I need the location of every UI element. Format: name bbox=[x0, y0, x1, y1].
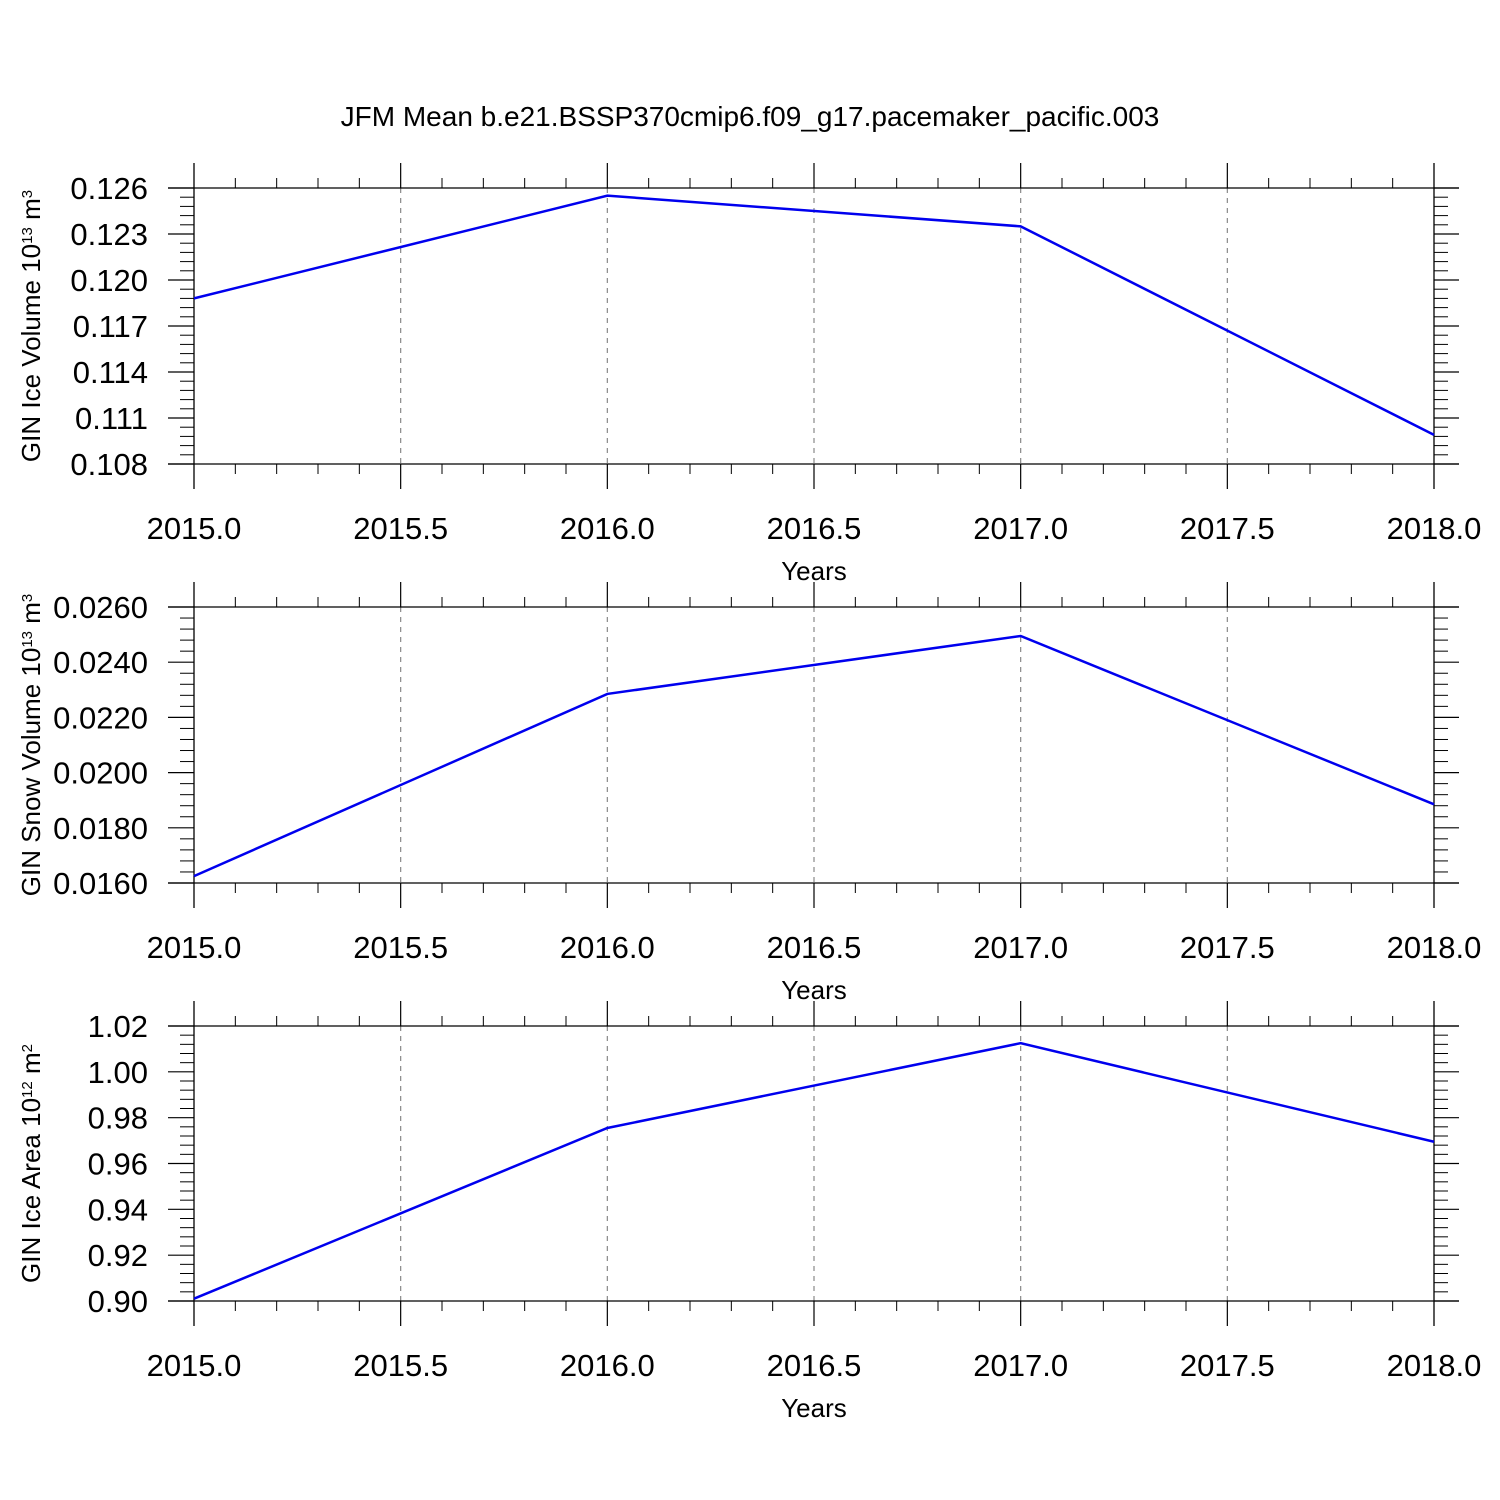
y-tick-label: 0.123 bbox=[70, 217, 148, 252]
y-tick-label: 0.0260 bbox=[53, 590, 148, 625]
y-axis-label-superscript: 3 bbox=[19, 190, 36, 198]
x-tick-label: 2015.5 bbox=[353, 511, 448, 546]
y-tick-label: 0.90 bbox=[88, 1284, 148, 1319]
x-tick-label: 2016.5 bbox=[767, 511, 862, 546]
y-tick-label: 0.98 bbox=[88, 1101, 148, 1136]
y-tick-label: 0.120 bbox=[70, 263, 148, 298]
y-axis-label-superscript: 13 bbox=[19, 631, 36, 648]
y-tick-label: 0.117 bbox=[73, 309, 148, 344]
x-axis-label: Years bbox=[781, 1393, 847, 1423]
x-axis-label: Years bbox=[781, 556, 847, 586]
y-tick-label: 0.0240 bbox=[53, 645, 148, 680]
x-tick-label: 2015.0 bbox=[147, 511, 242, 546]
y-axis-label-superscript: 2 bbox=[19, 1044, 36, 1052]
x-tick-label: 2015.5 bbox=[353, 1348, 448, 1383]
y-tick-label: 0.92 bbox=[88, 1238, 148, 1273]
y-axis-label-text: GIN Ice Area 10 bbox=[16, 1098, 46, 1283]
figure-title: JFM Mean b.e21.BSSP370cmip6.f09_g17.pace… bbox=[341, 101, 1160, 132]
x-axis-label: Years bbox=[781, 975, 847, 1005]
y-tick-label: 0.114 bbox=[73, 355, 148, 390]
y-tick-label: 0.94 bbox=[88, 1192, 148, 1227]
y-axis-label-superscript: 3 bbox=[19, 594, 36, 602]
x-tick-label: 2016.0 bbox=[560, 930, 655, 965]
y-tick-label: 0.0200 bbox=[53, 756, 148, 791]
x-tick-label: 2018.0 bbox=[1387, 511, 1482, 546]
y-axis-label-superscript: 12 bbox=[19, 1081, 36, 1098]
x-tick-label: 2017.0 bbox=[973, 1348, 1068, 1383]
y-axis-label-text: GIN Snow Volume 10 bbox=[16, 648, 46, 897]
y-axis-label: GIN Ice Volume 1013 m3 bbox=[16, 190, 46, 462]
x-tick-label: 2016.5 bbox=[767, 930, 862, 965]
chart-panel-3: 0.90 0.92 0.94 0.96 0.98 1.00 1.02 2015.0 2015.5… bbox=[16, 1001, 1481, 1423]
x-tick-label: 2017.0 bbox=[973, 930, 1068, 965]
y-axis-label-text: GIN Ice Volume 10 bbox=[16, 244, 46, 462]
x-tick-label: 2017.0 bbox=[973, 511, 1068, 546]
chart-panel-1: 0.108 0.111 0.114 0.117 0.120 0.123 0.126 2015.… bbox=[16, 163, 1481, 586]
y-tick-label: 0.111 bbox=[75, 401, 148, 436]
x-tick-label: 2017.5 bbox=[1180, 930, 1275, 965]
y-axis-label-superscript: 13 bbox=[19, 227, 36, 244]
y-tick-label: 0.0180 bbox=[53, 811, 148, 846]
x-tick-label: 2015.0 bbox=[147, 930, 242, 965]
x-tick-label: 2018.0 bbox=[1387, 1348, 1482, 1383]
y-tick-label: 1.00 bbox=[88, 1055, 148, 1090]
y-tick-label: 0.96 bbox=[88, 1147, 148, 1182]
y-axis-label: GIN Snow Volume 1013 m3 bbox=[16, 594, 46, 897]
y-axis-label-text: m bbox=[16, 1052, 46, 1081]
y-tick-label: 0.0220 bbox=[53, 700, 148, 735]
y-tick-label: 1.02 bbox=[88, 1009, 148, 1044]
chart-panel-2: 0.0160 0.0180 0.0200 0.0220 0.0240 0.0260 2015… bbox=[16, 582, 1481, 1005]
y-axis-label-text: m bbox=[16, 198, 46, 227]
y-tick-label: 0.0160 bbox=[53, 866, 148, 901]
y-axis-label: GIN Ice Area 1012 m2 bbox=[16, 1044, 46, 1283]
y-tick-label: 0.108 bbox=[70, 447, 148, 482]
x-tick-label: 2015.0 bbox=[147, 1348, 242, 1383]
series-line bbox=[193, 194, 1435, 436]
x-tick-label: 2017.5 bbox=[1180, 511, 1275, 546]
x-tick-label: 2016.5 bbox=[767, 1348, 862, 1383]
x-tick-label: 2016.0 bbox=[560, 1348, 655, 1383]
y-axis-label-text: m bbox=[16, 602, 46, 631]
x-tick-label: 2015.5 bbox=[353, 930, 448, 965]
x-tick-label: 2018.0 bbox=[1387, 930, 1482, 965]
y-tick-label: 0.126 bbox=[70, 171, 148, 206]
x-tick-label: 2017.5 bbox=[1180, 1348, 1275, 1383]
series-line bbox=[193, 634, 1435, 878]
series-line bbox=[193, 1041, 1435, 1300]
panels: 0.108 0.111 0.114 0.117 0.120 0.123 0.126 2015.… bbox=[16, 163, 1481, 1423]
x-tick-label: 2016.0 bbox=[560, 511, 655, 546]
